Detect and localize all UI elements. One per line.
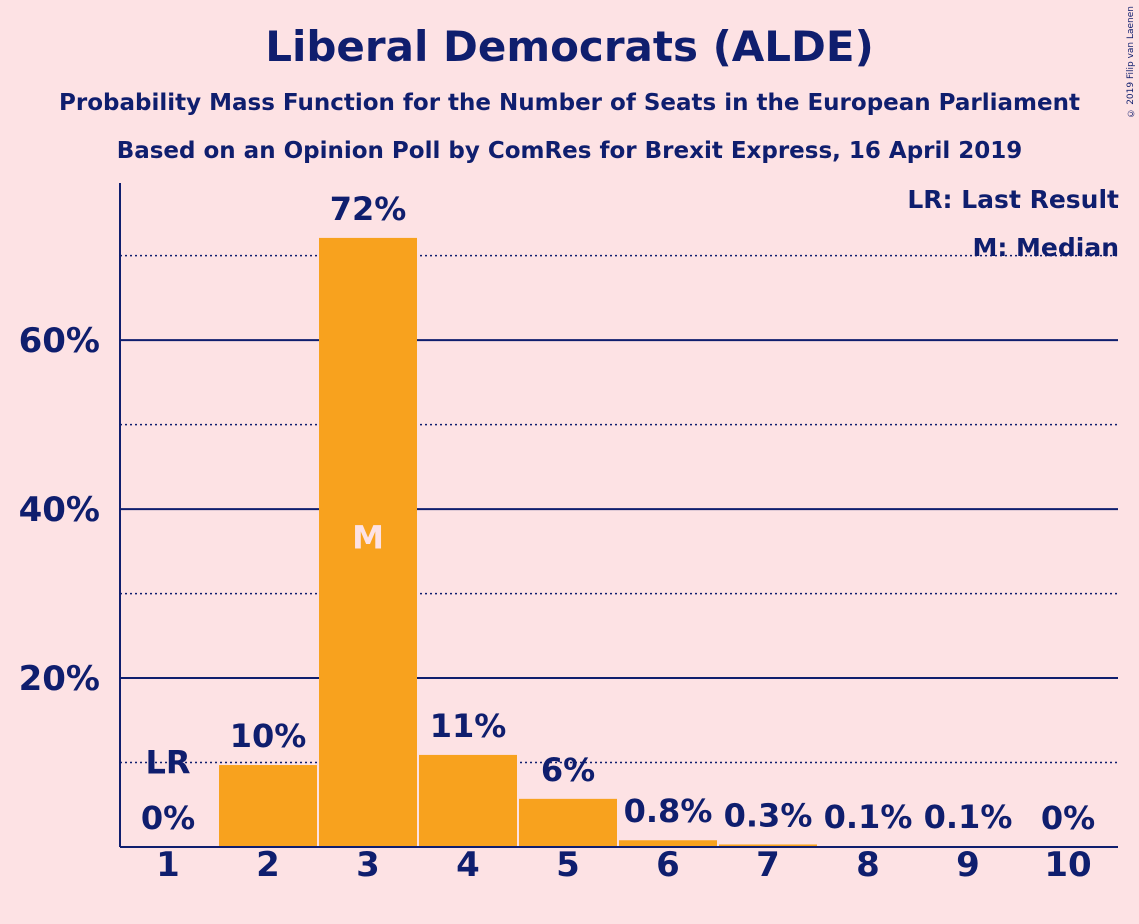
x-tick-label: 6	[656, 845, 680, 885]
bar-value-label: 6%	[541, 751, 595, 789]
x-tick-label: 7	[756, 845, 780, 885]
bar-value-label: 0.3%	[724, 796, 813, 834]
last-result-marker: LR	[145, 744, 190, 782]
chart-title: Liberal Democrats (ALDE)	[265, 22, 874, 71]
bar-value-label: 72%	[330, 190, 407, 228]
legend-median: M: Median	[972, 233, 1119, 262]
x-tick-label: 1	[156, 845, 180, 885]
x-tick-label: 2	[256, 845, 280, 885]
x-tick-label: 8	[856, 845, 880, 885]
bar-value-label: 11%	[430, 707, 507, 745]
bar-value-label: 0%	[1041, 799, 1095, 837]
bar	[319, 237, 417, 847]
bar-value-label: 0%	[141, 799, 195, 837]
bar-value-label: 0.8%	[624, 792, 713, 830]
x-tick-label: 5	[556, 845, 580, 885]
x-tick-label: 3	[356, 845, 380, 885]
chart-subtitle-2: Based on an Opinion Poll by ComRes for B…	[116, 138, 1023, 164]
bar-value-label: 0.1%	[824, 798, 913, 836]
y-tick-label: 40%	[19, 490, 100, 530]
bar	[719, 844, 817, 847]
bar	[419, 754, 517, 847]
bar	[519, 798, 617, 847]
bar	[619, 840, 717, 847]
y-tick-label: 20%	[19, 659, 100, 699]
chart-subtitle: Probability Mass Function for the Number…	[59, 90, 1080, 116]
median-marker: M	[352, 519, 384, 557]
y-tick-label: 60%	[19, 321, 100, 361]
x-tick-label: 9	[956, 845, 980, 885]
x-tick-label: 10	[1044, 845, 1091, 885]
bar-value-label: 0.1%	[924, 798, 1013, 836]
bar	[219, 765, 317, 847]
x-tick-label: 4	[456, 845, 480, 885]
legend-last-result: LR: Last Result	[907, 185, 1119, 214]
bar-value-label: 10%	[230, 717, 307, 755]
